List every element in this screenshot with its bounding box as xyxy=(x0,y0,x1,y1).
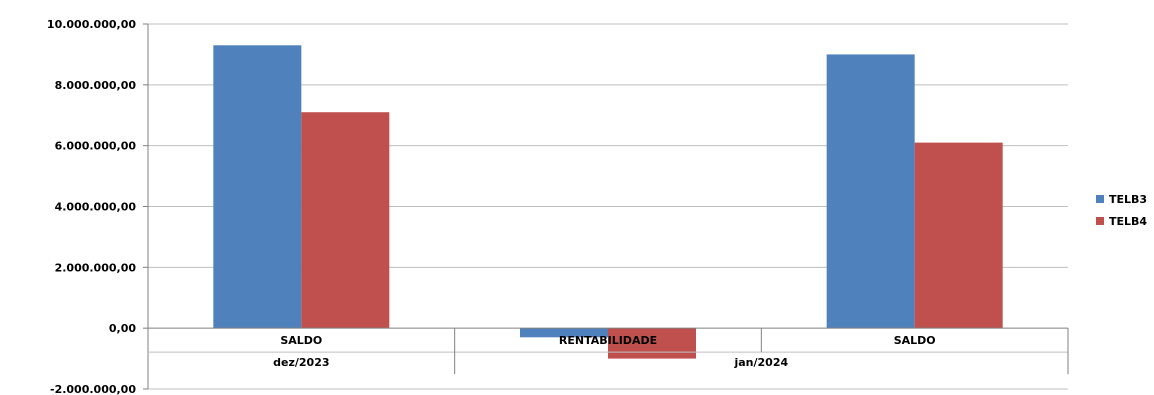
bar-telb4 xyxy=(914,142,1003,329)
bar-telb3 xyxy=(213,45,302,329)
group-label: jan/2024 xyxy=(733,356,788,369)
category-label: SALDO xyxy=(894,334,936,347)
legend-swatch-telb3 xyxy=(1096,195,1104,203)
y-tick-label: 10.000.000,00 xyxy=(47,18,136,31)
category-label: RENTABILIDADE xyxy=(559,334,657,347)
y-tick-label: 8.000.000,00 xyxy=(55,79,137,92)
y-tick-label: 0,00 xyxy=(109,322,136,335)
legend: TELB3 TELB4 xyxy=(1096,188,1147,232)
bar-telb4 xyxy=(301,112,390,329)
legend-item-telb4: TELB4 xyxy=(1096,210,1147,232)
legend-item-telb3: TELB3 xyxy=(1096,188,1147,210)
y-tick-label: 6.000.000,00 xyxy=(55,140,137,153)
legend-label-telb3: TELB3 xyxy=(1109,192,1148,206)
bar-telb3 xyxy=(520,328,608,338)
y-tick-label: -2.000.000,00 xyxy=(50,383,136,395)
group-label: dez/2023 xyxy=(273,356,329,369)
bar-telb3 xyxy=(826,54,915,329)
y-tick-label: 2.000.000,00 xyxy=(55,261,137,274)
legend-swatch-telb4 xyxy=(1096,217,1104,225)
bar-telb4 xyxy=(608,328,696,359)
y-tick-label: 4.000.000,00 xyxy=(55,201,137,214)
legend-label-telb4: TELB4 xyxy=(1109,214,1148,228)
category-label: SALDO xyxy=(280,334,322,347)
